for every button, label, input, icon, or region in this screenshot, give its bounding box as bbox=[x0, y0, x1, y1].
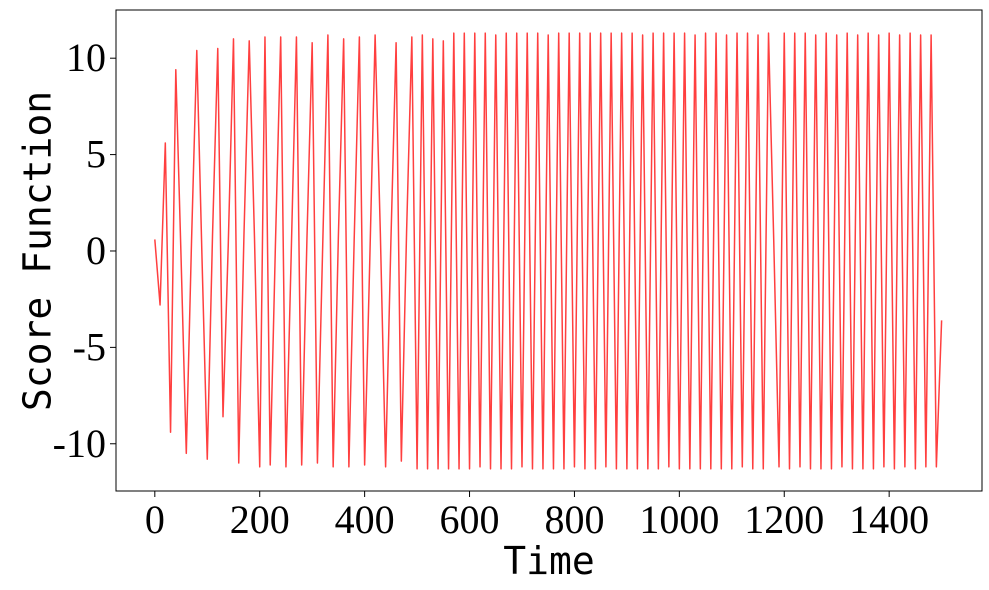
y-tick-label: -5 bbox=[73, 324, 106, 369]
x-axis-label: Time bbox=[503, 539, 595, 583]
y-axis-label: Score Function bbox=[16, 91, 60, 411]
data-line bbox=[154, 32, 943, 470]
y-tick-label: 10 bbox=[66, 35, 106, 80]
x-tick-label: 800 bbox=[544, 497, 604, 542]
x-tick-label: 1200 bbox=[744, 497, 824, 542]
y-tick-label: -10 bbox=[53, 421, 106, 466]
y-tick-label: 5 bbox=[86, 132, 106, 177]
x-tick-label: 1000 bbox=[639, 497, 719, 542]
x-tick-label: 600 bbox=[440, 497, 500, 542]
x-tick-label: 400 bbox=[335, 497, 395, 542]
x-tick-label: 200 bbox=[230, 497, 290, 542]
x-tick-label: 0 bbox=[145, 497, 165, 542]
x-tick-label: 1400 bbox=[849, 497, 929, 542]
y-tick-label: 0 bbox=[86, 228, 106, 273]
